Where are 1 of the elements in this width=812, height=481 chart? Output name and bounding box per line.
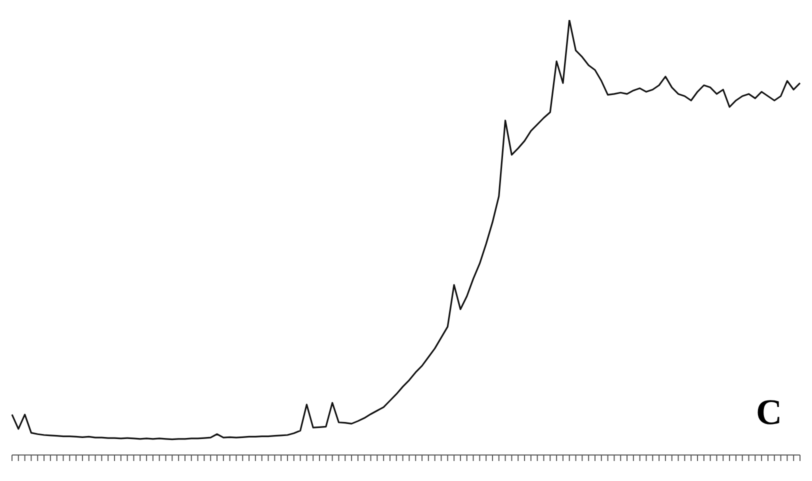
annotation: C [756, 391, 782, 433]
